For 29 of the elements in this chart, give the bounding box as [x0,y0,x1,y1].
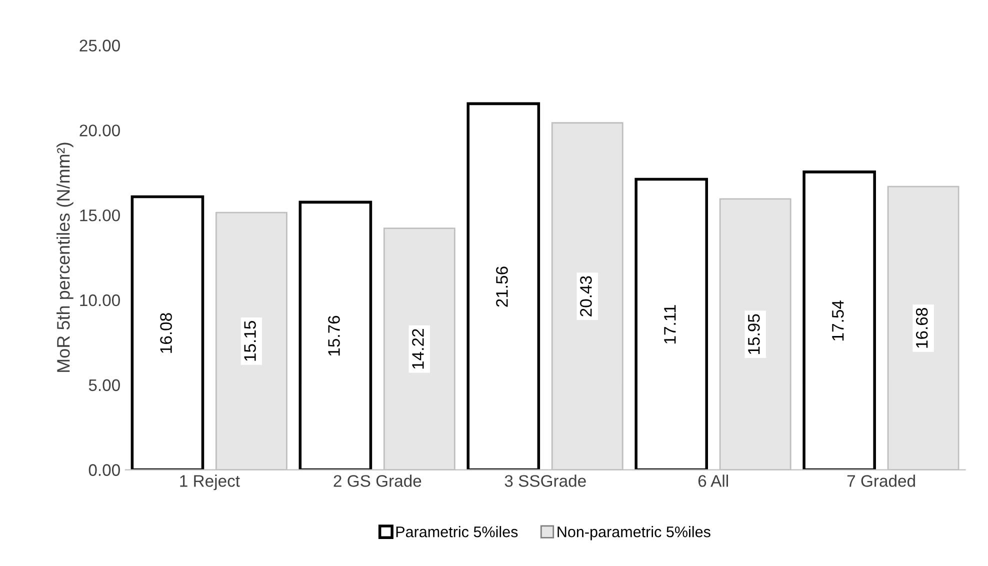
bar [634,178,708,470]
x-tick-label: 2 GS Grade [334,474,422,487]
bar [298,200,372,470]
x-tick-label: 3 SSGrade [504,474,586,487]
y-tick-label: 15.00 [80,209,120,222]
legend-label: Non-parametric 5%iles [558,526,710,540]
y-axis-title: MoR 5th percentiles (N/mm²) [56,142,74,372]
data-label: 17.11 [664,305,676,344]
bar [802,170,876,470]
x-tick-label: 6 All [698,474,728,487]
x-tick-label: 1 Reject [180,474,240,490]
x-tick-label: 7 Graded [847,474,915,487]
legend-label: Parametric 5%iles [396,526,518,538]
bar [130,195,204,470]
y-tick-label: 5.00 [88,379,120,392]
y-tick-label: 25.00 [80,40,120,52]
data-label: 15.15 [244,321,256,361]
data-label: 15.76 [328,316,340,356]
data-label: 20.43 [580,276,592,316]
y-tick-label: 0.00 [88,464,120,476]
data-label: 16.08 [160,313,172,353]
data-label: 16.68 [916,308,928,348]
data-label: 21.56 [496,266,508,307]
bar [466,102,540,470]
y-tick-label: 10.00 [80,294,120,306]
data-label: 17.54 [832,300,844,340]
y-tick-label: 20.00 [80,124,120,136]
data-label: 15.95 [748,314,760,354]
data-label: 14.22 [412,329,424,369]
